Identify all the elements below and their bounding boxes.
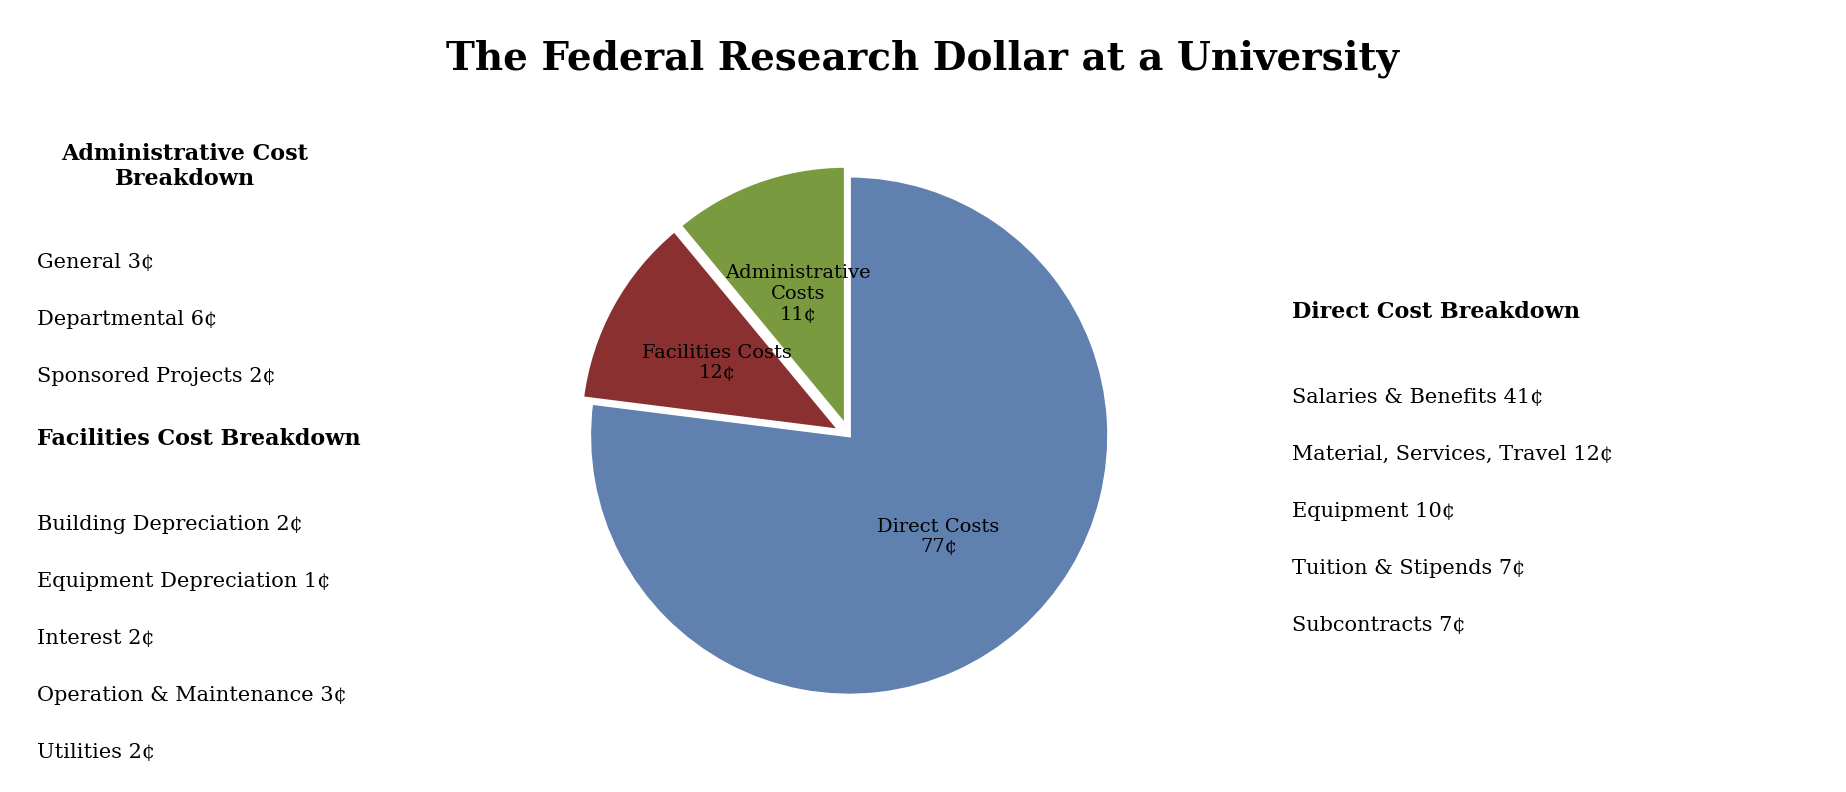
Text: The Federal Research Dollar at a University: The Federal Research Dollar at a Univers… — [447, 40, 1399, 78]
Wedge shape — [581, 230, 840, 431]
Text: Sponsored Projects 2¢: Sponsored Projects 2¢ — [37, 367, 275, 386]
Text: Departmental 6¢: Departmental 6¢ — [37, 310, 218, 329]
Text: General 3¢: General 3¢ — [37, 253, 155, 272]
Text: Subcontracts 7¢: Subcontracts 7¢ — [1292, 616, 1466, 635]
Wedge shape — [679, 166, 845, 426]
Text: Administrative Cost
Breakdown: Administrative Cost Breakdown — [61, 143, 308, 190]
Text: Administrative
Costs
11¢: Administrative Costs 11¢ — [725, 264, 871, 324]
Text: Building Depreciation 2¢: Building Depreciation 2¢ — [37, 515, 303, 534]
Text: Operation & Maintenance 3¢: Operation & Maintenance 3¢ — [37, 686, 347, 705]
Text: Facilities Cost Breakdown: Facilities Cost Breakdown — [37, 428, 360, 450]
Text: Facilities Costs
12¢: Facilities Costs 12¢ — [642, 344, 792, 383]
Text: Tuition & Stipends 7¢: Tuition & Stipends 7¢ — [1292, 559, 1525, 578]
Text: Interest 2¢: Interest 2¢ — [37, 629, 155, 648]
Text: Equipment 10¢: Equipment 10¢ — [1292, 502, 1455, 521]
Text: Utilities 2¢: Utilities 2¢ — [37, 743, 155, 762]
Text: Direct Cost Breakdown: Direct Cost Breakdown — [1292, 301, 1580, 323]
Text: Material, Services, Travel 12¢: Material, Services, Travel 12¢ — [1292, 445, 1613, 464]
Text: Direct Costs
77¢: Direct Costs 77¢ — [877, 517, 1001, 556]
Wedge shape — [589, 176, 1109, 695]
Text: Salaries & Benefits 41¢: Salaries & Benefits 41¢ — [1292, 388, 1543, 407]
Text: Equipment Depreciation 1¢: Equipment Depreciation 1¢ — [37, 572, 330, 591]
